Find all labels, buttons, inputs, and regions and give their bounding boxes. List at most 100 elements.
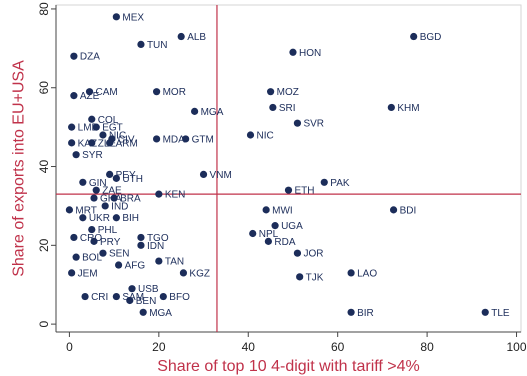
- point-marker: [177, 32, 185, 41]
- data-point: PEY: [106, 170, 136, 181]
- data-point: SRI: [269, 103, 296, 114]
- point-label: MGA: [201, 107, 224, 118]
- data-point: CAM: [85, 87, 118, 98]
- point-marker: [284, 186, 293, 194]
- point-label: KAZ: [78, 138, 97, 149]
- point-marker: [153, 88, 161, 96]
- point-marker: [85, 88, 94, 96]
- data-point: TGO: [137, 233, 169, 244]
- data-point: BGD: [410, 32, 441, 43]
- data-point: MWI: [262, 205, 293, 216]
- x-axis-ticks: 0 20 40 60 80 100: [66, 332, 527, 354]
- data-point: ARM: [106, 138, 138, 149]
- point-label: MEX: [122, 12, 144, 23]
- data-points: MEX BGD ALB TUN HON DZA CAM MOR MOZ AZE KHM SRI MGA C…: [65, 12, 510, 319]
- data-point: JEM: [68, 268, 98, 279]
- data-point: BRA: [110, 194, 141, 205]
- point-label: VNM: [210, 170, 232, 181]
- point-label: MWI: [272, 205, 293, 216]
- data-point: UTH: [112, 174, 143, 185]
- point-label: MRT: [75, 205, 96, 216]
- data-point: CRI: [81, 292, 108, 303]
- data-point: IDN: [137, 241, 164, 252]
- data-point: COL: [88, 115, 119, 126]
- point-label: BIH: [122, 213, 139, 224]
- x-tick-label: 80: [420, 340, 434, 354]
- data-point: BIH: [112, 213, 139, 224]
- point-marker: [112, 174, 120, 182]
- point-marker: [155, 190, 163, 198]
- y-tick-label: 0: [37, 320, 51, 327]
- data-point: MGA: [139, 308, 172, 319]
- point-marker: [70, 52, 78, 60]
- point-marker: [92, 186, 100, 194]
- point-marker: [99, 131, 107, 139]
- point-label: JOR: [303, 249, 323, 260]
- point-label: NIC: [109, 131, 126, 142]
- y-axis-title: Share of exports into EU+USA: [11, 60, 28, 277]
- y-axis-ticks: 0 20 40 60 80: [37, 2, 56, 327]
- point-marker: [90, 194, 98, 202]
- data-point: KEN: [155, 190, 185, 201]
- point-label: ARM: [116, 138, 138, 149]
- point-label: GTM: [192, 134, 214, 145]
- x-axis-title: Share of top 10 4-digit with tariff >4%: [157, 358, 420, 375]
- point-marker: [99, 249, 107, 257]
- point-label: MOZ: [277, 87, 299, 98]
- point-marker: [137, 40, 145, 48]
- point-label: EGT: [102, 123, 123, 134]
- data-point: EGT: [92, 123, 123, 134]
- point-label: AZE: [80, 91, 100, 102]
- point-marker: [126, 296, 134, 305]
- point-label: BEN: [136, 296, 157, 307]
- point-label: BGD: [420, 32, 442, 43]
- data-point: ALB: [177, 32, 206, 43]
- point-marker: [296, 273, 304, 281]
- point-label: PHL: [98, 225, 118, 236]
- point-label: TJK: [306, 272, 324, 283]
- point-label: PAK: [330, 178, 350, 189]
- data-point: MDA: [153, 134, 185, 145]
- point-marker: [293, 119, 302, 127]
- point-label: CRI: [91, 292, 108, 303]
- point-marker: [389, 206, 398, 214]
- point-label: COL: [98, 115, 119, 126]
- point-marker: [68, 139, 76, 147]
- point-label: NIC: [256, 131, 273, 142]
- point-label: JEM: [78, 268, 98, 279]
- data-point: NIC: [246, 131, 274, 142]
- point-marker: [106, 139, 114, 147]
- x-tick-label: 60: [331, 340, 345, 354]
- point-label: BRA: [120, 194, 141, 205]
- point-label: UGA: [281, 221, 303, 232]
- data-point: TLE: [481, 308, 510, 319]
- point-label: LMB: [78, 123, 99, 134]
- point-label: UTH: [122, 174, 143, 185]
- point-marker: [128, 285, 136, 293]
- data-point: MOR: [153, 87, 186, 98]
- data-point: MOZ: [267, 87, 299, 98]
- data-point: TJK: [296, 272, 324, 283]
- data-point: BOL: [72, 253, 103, 264]
- point-marker: [106, 170, 114, 179]
- point-label: CIV: [118, 134, 135, 145]
- point-marker: [199, 170, 208, 179]
- plot-area: [55, 4, 522, 333]
- point-marker: [267, 88, 275, 96]
- point-marker: [81, 292, 89, 301]
- point-label: BIR: [357, 308, 374, 319]
- point-label: SEN: [109, 249, 130, 260]
- point-label: KHM: [397, 103, 419, 114]
- x-tick-label: 0: [66, 340, 73, 354]
- point-marker: [179, 269, 188, 277]
- point-marker: [262, 206, 270, 214]
- point-marker: [88, 139, 96, 147]
- point-marker: [246, 131, 255, 139]
- y-tick-label: 60: [37, 81, 51, 95]
- point-label: GIN: [89, 178, 107, 189]
- point-label: BFO: [169, 292, 190, 303]
- point-marker: [139, 308, 147, 316]
- data-point: ETH: [284, 186, 315, 197]
- point-marker: [92, 123, 100, 131]
- point-marker: [155, 257, 163, 265]
